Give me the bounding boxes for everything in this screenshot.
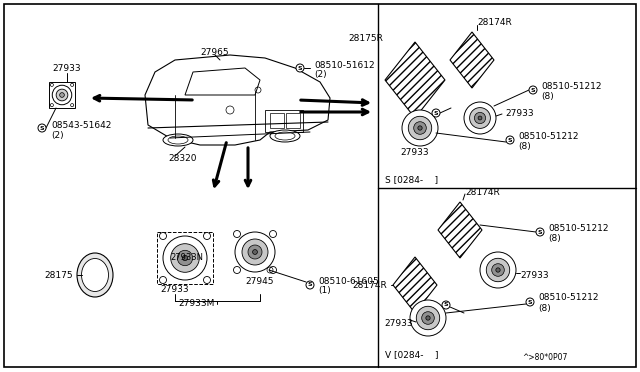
Circle shape (470, 108, 490, 128)
Circle shape (496, 268, 500, 272)
Text: 28175: 28175 (44, 270, 73, 279)
Text: 27933: 27933 (161, 285, 189, 295)
Text: (8): (8) (548, 234, 561, 243)
Text: (2): (2) (51, 131, 63, 140)
Circle shape (234, 231, 241, 237)
Text: (1): (1) (318, 286, 331, 295)
Circle shape (171, 244, 199, 272)
Text: 27933: 27933 (52, 64, 81, 73)
Text: S: S (508, 138, 512, 142)
Text: 28174R: 28174R (465, 187, 500, 196)
Text: 08510-51212: 08510-51212 (541, 81, 602, 90)
Circle shape (60, 93, 65, 97)
Circle shape (426, 316, 430, 320)
Ellipse shape (163, 134, 193, 146)
Circle shape (536, 228, 544, 236)
Text: S: S (531, 87, 535, 93)
Circle shape (56, 89, 68, 101)
Circle shape (177, 250, 193, 266)
Circle shape (529, 86, 537, 94)
Text: S: S (308, 282, 312, 288)
Bar (157, 232, 213, 284)
Circle shape (478, 116, 482, 120)
Text: 28175R: 28175R (348, 33, 383, 42)
Text: 08510-51212: 08510-51212 (518, 131, 579, 141)
Circle shape (408, 116, 432, 140)
Text: 08510-51212: 08510-51212 (548, 224, 609, 232)
Circle shape (402, 110, 438, 146)
Circle shape (480, 252, 516, 288)
Circle shape (306, 281, 314, 289)
Ellipse shape (77, 253, 113, 297)
Text: 28320: 28320 (168, 154, 196, 163)
Text: 27945: 27945 (246, 278, 275, 286)
Circle shape (418, 126, 422, 130)
Circle shape (410, 300, 446, 336)
Circle shape (413, 122, 426, 134)
Text: S: S (538, 230, 542, 234)
Circle shape (416, 306, 440, 330)
Circle shape (474, 112, 486, 124)
Circle shape (159, 232, 166, 240)
Text: 27933M: 27933M (179, 299, 215, 308)
Text: S: S (434, 110, 438, 115)
Text: 27933: 27933 (401, 148, 429, 157)
Text: (2): (2) (314, 70, 326, 78)
Bar (270, 113, 284, 128)
Circle shape (70, 83, 74, 86)
Text: 28174R: 28174R (352, 280, 387, 289)
Text: S: S (528, 299, 532, 305)
Text: S: S (298, 65, 302, 71)
Text: 28174R: 28174R (477, 17, 512, 26)
Text: 08543-51642: 08543-51642 (51, 121, 111, 129)
Text: 27933: 27933 (520, 270, 548, 279)
Bar (49, 82, 75, 108)
Bar (265, 110, 303, 132)
Text: (8): (8) (538, 304, 551, 312)
Circle shape (464, 102, 496, 134)
Circle shape (432, 109, 440, 117)
Ellipse shape (81, 259, 109, 292)
Circle shape (253, 250, 257, 254)
Circle shape (235, 232, 275, 272)
Circle shape (248, 245, 262, 259)
Text: V [0284-    ]: V [0284- ] (385, 350, 438, 359)
Circle shape (51, 103, 53, 107)
Circle shape (296, 64, 304, 72)
Circle shape (526, 298, 534, 306)
Ellipse shape (270, 130, 300, 142)
Circle shape (70, 103, 74, 107)
Circle shape (234, 266, 241, 273)
Circle shape (52, 85, 72, 105)
Text: (8): (8) (541, 92, 554, 100)
Bar (286, 113, 300, 128)
Text: 08510-51612: 08510-51612 (314, 61, 374, 70)
Text: 08510-61605: 08510-61605 (318, 276, 379, 285)
Text: 08510-51212: 08510-51212 (538, 294, 598, 302)
Circle shape (204, 276, 211, 283)
Text: 27933: 27933 (385, 318, 413, 327)
Text: S: S (40, 125, 44, 131)
Text: (8): (8) (518, 141, 531, 151)
Text: 27965: 27965 (201, 48, 229, 57)
Text: 27933: 27933 (505, 109, 534, 118)
Circle shape (204, 232, 211, 240)
Text: ^>80*0P07: ^>80*0P07 (522, 353, 568, 362)
Circle shape (182, 255, 188, 261)
Circle shape (159, 276, 166, 283)
Circle shape (492, 264, 504, 276)
Circle shape (442, 301, 450, 309)
Circle shape (38, 124, 46, 132)
Text: S [0284-    ]: S [0284- ] (385, 176, 438, 185)
Circle shape (163, 236, 207, 280)
Circle shape (242, 239, 268, 265)
Circle shape (51, 83, 53, 86)
Text: S: S (444, 302, 448, 308)
Circle shape (422, 312, 435, 324)
Circle shape (269, 231, 276, 237)
Circle shape (506, 136, 514, 144)
Text: 27933N: 27933N (170, 253, 204, 263)
Circle shape (486, 258, 509, 282)
Circle shape (269, 266, 276, 273)
